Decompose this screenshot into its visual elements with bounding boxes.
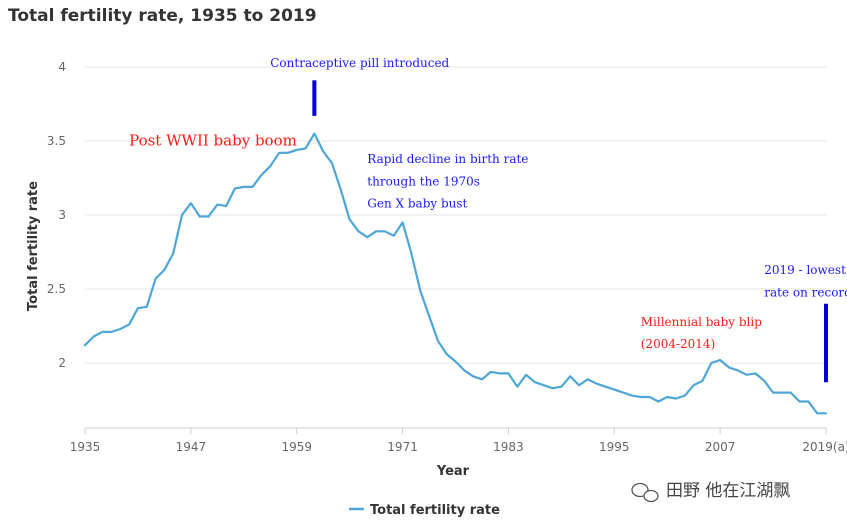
chart-title: Total fertility rate, 1935 to 2019 [8, 6, 317, 26]
annotation-text: Contraceptive pill introduced [270, 56, 449, 70]
x-tick-label: 1971 [387, 440, 418, 454]
x-tick-label: 1983 [493, 440, 524, 454]
series-layer [83, 132, 828, 415]
x-tick-label: 1995 [599, 440, 630, 454]
x-tick-label: 1959 [281, 440, 312, 454]
y-tick-label: 4 [58, 60, 66, 74]
marker-layer [312, 80, 828, 383]
annotation-text: 2019 - lowest birth [764, 263, 847, 277]
watermark: 田野 他在江湖飘 [631, 481, 790, 503]
annotation-text: (2004-2014) [641, 337, 716, 351]
x-axis-ticks: 1935 1947 1959 1971 1983 1995 2007 2019(a) [70, 428, 847, 454]
legend-label: Total fertility rate [370, 503, 500, 518]
annotation-layer: Contraceptive pill introduced Post WWII b… [129, 56, 847, 351]
x-tick-label: 2007 [705, 440, 736, 454]
y-tick-label: 3 [58, 208, 66, 222]
annotation-text: Millennial baby blip [641, 315, 762, 329]
annotation-text: Gen X baby bust [367, 197, 467, 211]
wechat-icon [631, 482, 659, 503]
y-tick-label: 2 [58, 356, 66, 370]
annotation-text: through the 1970s [367, 174, 480, 188]
x-tick-label: 1935 [70, 440, 101, 454]
y-tick-label: 2.5 [47, 282, 66, 296]
x-tick-label: 1947 [176, 440, 207, 454]
legend[interactable]: Total fertility rate [349, 503, 500, 518]
series-line[interactable] [83, 132, 828, 415]
watermark-text: 田野 他在江湖飘 [666, 481, 790, 501]
y-axis-title: Total fertility rate [26, 181, 41, 311]
y-axis-ticks: 2 2.5 3 3.5 4 [47, 60, 66, 370]
x-axis-title: Year [436, 464, 470, 479]
annotation-text: Rapid decline in birth rate [367, 152, 528, 166]
x-tick-label: 2019(a) [802, 440, 847, 454]
y-tick-label: 3.5 [47, 134, 66, 148]
annotation-text: Post WWII baby boom [129, 131, 297, 149]
annotation-text: rate on record [764, 285, 847, 299]
